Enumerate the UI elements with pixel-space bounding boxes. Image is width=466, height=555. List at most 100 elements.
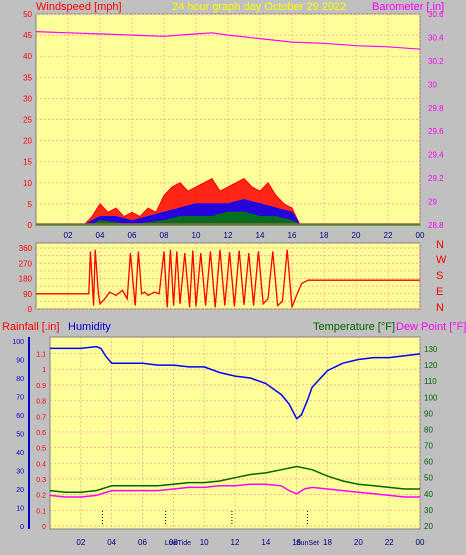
temperature-tick-label: 100 bbox=[424, 393, 438, 402]
rainfall-tick-label: 0.7 bbox=[36, 414, 46, 421]
wind-barometer-chart: Windspeed [mph] 24 hour graph day Octobe… bbox=[23, 1, 444, 240]
rainfall-tick-label: 0.6 bbox=[36, 430, 46, 437]
windspeed-tick-label: 0 bbox=[28, 221, 33, 230]
barometer-tick-label: 29 bbox=[428, 198, 437, 207]
windspeed-tick-label: 15 bbox=[23, 158, 32, 167]
hour-tick-label: 18 bbox=[323, 538, 332, 547]
direction-ticks: 0 90 180 270 360 bbox=[19, 244, 33, 314]
humidity-tick-label: 0 bbox=[20, 524, 24, 531]
temperature-tick-label: 50 bbox=[424, 474, 433, 483]
windspeed-tick-label: 35 bbox=[23, 73, 32, 82]
hour-tick-label: 08 bbox=[160, 231, 169, 240]
humidity-tick-label: 40 bbox=[16, 450, 24, 457]
rainfall-tick-label: 0.8 bbox=[36, 399, 46, 406]
direction-tick-label: 0 bbox=[28, 305, 33, 314]
barometer-tick-label: 30.2 bbox=[428, 57, 444, 66]
hour-tick-label: 22 bbox=[385, 538, 394, 547]
wind-series-2 bbox=[36, 211, 420, 226]
compass-letter: N bbox=[436, 302, 444, 314]
barometer-tick-label: 29.8 bbox=[428, 104, 444, 113]
rainfall-tick-label: 0 bbox=[42, 524, 46, 531]
humidity-tick-label: 70 bbox=[16, 395, 24, 402]
dew-point-line bbox=[49, 483, 420, 498]
rainfall-tick-label: 0.4 bbox=[36, 461, 46, 468]
temperature-tick-label: 70 bbox=[424, 442, 433, 451]
humidity-ticks: 0 10 20 30 40 50 60 70 80 90 100 bbox=[12, 339, 24, 531]
hour-tick-label: 22 bbox=[384, 231, 393, 240]
temperature-tick-label: 90 bbox=[424, 409, 433, 418]
hour-tick-label: 16 bbox=[292, 538, 301, 547]
hour-tick-label: 20 bbox=[354, 538, 363, 547]
direction-tick-label: 360 bbox=[19, 244, 33, 253]
compass-letter: S bbox=[436, 270, 443, 282]
humidity-tick-label: 80 bbox=[16, 376, 24, 383]
rainfall-axis-label: Rainfall [.in] bbox=[2, 321, 59, 333]
wind-hour-ticks: 02 04 06 08 10 12 14 16 18 20 22 00 bbox=[64, 231, 425, 240]
windspeed-ticks: 0 5 10 15 20 25 30 35 40 45 50 bbox=[23, 10, 32, 230]
humidity-tick-label: 20 bbox=[16, 487, 24, 494]
hour-tick-label: 06 bbox=[138, 538, 147, 547]
barometer-tick-label: 29.2 bbox=[428, 174, 444, 183]
barometer-line bbox=[35, 31, 421, 50]
barometer-tick-label: 29.6 bbox=[428, 127, 444, 136]
rainfall-tick-label: 1.1 bbox=[36, 352, 46, 359]
rainfall-tick-label: 1 bbox=[42, 367, 46, 374]
temperature-tick-label: 30 bbox=[424, 506, 433, 515]
hour-tick-label: 10 bbox=[200, 538, 209, 547]
temperature-line bbox=[49, 465, 420, 493]
hour-tick-label: 14 bbox=[261, 538, 270, 547]
humidity-tick-label: 30 bbox=[16, 469, 24, 476]
barometer-tick-label: 28.8 bbox=[428, 221, 444, 230]
temperature-hour-ticks: 02 04 06 08 10 12 14 16 18 20 22 00 bbox=[76, 538, 425, 547]
hour-tick-label: 02 bbox=[76, 538, 85, 547]
hour-tick-label: 16 bbox=[288, 231, 297, 240]
direction-tick-label: 180 bbox=[19, 275, 33, 284]
barometer-ticks: 28.8 29 29.2 29.4 29.6 29.8 30 30.2 30.4 30.6 bbox=[428, 10, 444, 230]
humidity-axis-bar bbox=[28, 337, 30, 529]
barometer-axis-label: Barometer [.in] bbox=[372, 1, 444, 13]
humidity-tick-label: 100 bbox=[12, 339, 24, 346]
wind-series bbox=[35, 31, 421, 226]
temperature-tick-label: 80 bbox=[424, 425, 433, 434]
temperature-tick-label: 120 bbox=[424, 361, 438, 370]
compass-letter: N bbox=[436, 239, 444, 251]
humidity-tick-label: 10 bbox=[16, 506, 24, 513]
windspeed-tick-label: 50 bbox=[23, 10, 32, 19]
temperature-humidity-chart: Rainfall [.in] Humidity Temperature [°F]… bbox=[2, 321, 466, 547]
humidity-tick-label: 60 bbox=[16, 413, 24, 420]
hour-tick-label: 20 bbox=[352, 231, 361, 240]
direction-tick-label: 90 bbox=[23, 290, 32, 299]
temperature-series bbox=[49, 345, 421, 498]
barometer-tick-label: 29.4 bbox=[428, 151, 444, 160]
marker-label: LowTide bbox=[165, 540, 191, 547]
hour-tick-label: 04 bbox=[96, 231, 105, 240]
chart-title: 24 hour graph day October 29 2022 bbox=[172, 1, 346, 13]
humidity-tick-label: 50 bbox=[16, 432, 24, 439]
humidity-line bbox=[50, 345, 421, 420]
hour-tick-label: 04 bbox=[107, 538, 116, 547]
direction-tick-label: 270 bbox=[19, 259, 33, 268]
windspeed-tick-label: 30 bbox=[23, 94, 32, 103]
rainfall-ticks: 0 0.1 0.2 0.3 0.4 0.5 0.6 0.7 0.8 0.9 1 1.1 bbox=[36, 352, 46, 531]
compass-letter: E bbox=[436, 286, 443, 298]
hour-tick-label: 10 bbox=[192, 231, 201, 240]
windspeed-tick-label: 45 bbox=[23, 31, 32, 40]
hour-tick-label: 12 bbox=[231, 538, 240, 547]
hour-tick-label: 12 bbox=[224, 231, 233, 240]
direction-series bbox=[36, 249, 420, 308]
compass-letter: W bbox=[436, 254, 447, 266]
temperature-tick-label: 110 bbox=[424, 377, 437, 386]
barometer-tick-label: 30.4 bbox=[428, 33, 444, 42]
barometer-tick-label: 30.6 bbox=[428, 10, 444, 19]
tide-sun-markers: LowTide SunSet bbox=[101, 511, 319, 547]
wind-series-0 bbox=[36, 177, 420, 226]
humidity-axis-label: Humidity bbox=[68, 321, 111, 333]
rainfall-tick-label: 0.3 bbox=[36, 477, 46, 484]
direction-line bbox=[36, 249, 420, 308]
hour-tick-label: 08 bbox=[169, 538, 178, 547]
temperature-tick-label: 40 bbox=[424, 490, 433, 499]
barometer-tick-label: 30 bbox=[428, 80, 437, 89]
